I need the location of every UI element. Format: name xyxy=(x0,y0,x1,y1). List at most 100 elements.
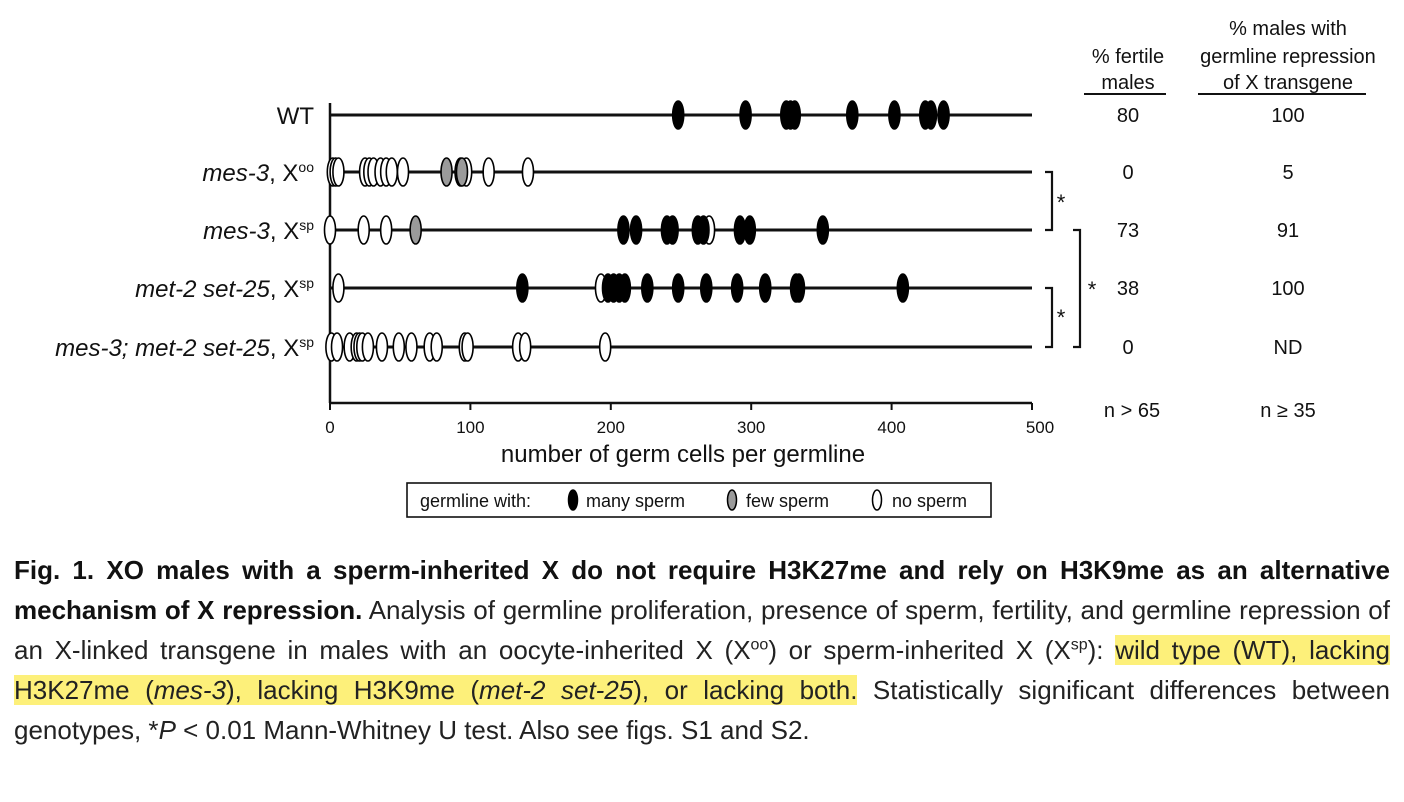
row-label-genotype: mes-3 xyxy=(202,160,269,187)
repression-value: ND xyxy=(1274,337,1303,359)
germline-point-none xyxy=(521,157,535,187)
caption-text-3: ): xyxy=(1087,635,1116,665)
germline-point-many xyxy=(937,100,950,130)
row-label-sup: sp xyxy=(299,275,314,291)
n-repression: n ≥ 35 xyxy=(1260,400,1315,422)
fertile-value: 80 xyxy=(1117,105,1139,127)
germline-point-many xyxy=(629,215,643,245)
col-header-repression: germline repression xyxy=(1200,46,1376,68)
legend-title: germline with: xyxy=(420,491,531,511)
germline-point-none xyxy=(396,157,410,187)
x-tick-label: 0 xyxy=(325,418,334,437)
fertile-value: 0 xyxy=(1122,162,1133,184)
caption-hl-c: ), or lacking both. xyxy=(633,675,858,705)
repression-value: 100 xyxy=(1271,278,1304,300)
repression-value: 91 xyxy=(1277,220,1299,242)
germline-point-many xyxy=(924,100,938,130)
germline-point-many xyxy=(743,215,757,245)
row-label: mes-3, Xoo xyxy=(202,159,314,187)
caption-hl-italic-1: mes-3 xyxy=(153,675,226,705)
germline-point-none xyxy=(375,332,389,362)
x-tick-label: 500 xyxy=(1026,418,1054,437)
germline-point-many xyxy=(792,273,806,303)
legend-marker-many xyxy=(567,489,579,511)
x-tick-label: 100 xyxy=(456,418,484,437)
germline-point-many xyxy=(758,273,772,303)
legend-marker-none xyxy=(871,489,883,511)
x-tick-label: 400 xyxy=(877,418,905,437)
caption-hl-b: ), lacking H3K9me ( xyxy=(226,675,480,705)
col-header-fertile: males xyxy=(1101,72,1154,94)
caption-p-italic: P xyxy=(158,715,176,745)
fertile-value: 38 xyxy=(1117,278,1139,300)
germline-point-none xyxy=(430,332,444,362)
significance-bracket xyxy=(1045,286,1054,349)
significance-star: * xyxy=(1088,277,1097,302)
germline-point-many xyxy=(730,273,744,303)
caption-text-4: Statistically significant differences be… xyxy=(14,675,1390,745)
germline-point-many xyxy=(699,273,713,303)
x-tick-label: 300 xyxy=(737,418,765,437)
germline-point-few xyxy=(440,157,453,187)
germline-point-many xyxy=(641,273,654,303)
repression-value: 100 xyxy=(1271,105,1304,127)
germline-point-many xyxy=(516,273,529,303)
row-label-sup: oo xyxy=(298,159,314,175)
row-label: mes-3; met-2 set-25, Xsp xyxy=(55,334,314,362)
col-header-fertile: % fertile xyxy=(1092,46,1164,68)
legend-label-none: no sperm xyxy=(892,491,967,511)
significance-bracket xyxy=(1073,228,1082,349)
germline-point-many xyxy=(697,215,710,245)
germline-point-many xyxy=(888,100,901,130)
germline-point-none xyxy=(385,157,399,187)
caption-hl-a: wild type (WT), lacking H3K27me ( xyxy=(14,635,1390,705)
significance-star: * xyxy=(1057,190,1066,215)
legend-box xyxy=(406,482,992,518)
n-fertile: n > 65 xyxy=(1104,400,1160,422)
germline-point-many xyxy=(845,100,859,130)
significance-bracket xyxy=(1045,170,1054,232)
significance-brackets: * * * xyxy=(1045,170,1097,349)
germline-point-many xyxy=(671,100,685,130)
caption-text-2: ) or sperm-inherited X (X xyxy=(768,635,1071,665)
germline-point-none xyxy=(323,215,337,245)
caption-text-1: Analysis of germline proliferation, pres… xyxy=(14,595,1390,665)
legend-marker-few xyxy=(726,489,738,511)
figure-caption: Fig. 1. XO males with a sperm-inherited … xyxy=(14,550,1390,750)
col-header-repression: of X transgene xyxy=(1223,72,1353,94)
caption-sup-1: oo xyxy=(750,636,769,654)
germline-point-none xyxy=(357,215,370,245)
row-label-genotype: mes-3 xyxy=(203,218,270,245)
germ-cell-chart: 0 100 200 300 400 500 number of germ cells per… xyxy=(55,18,1376,518)
row-label-genotype: met-2 set-25 xyxy=(135,276,270,303)
germline-point-none xyxy=(518,332,532,362)
row-label-text: , X xyxy=(270,335,299,362)
chart-table: % fertile males % males with germline repre… xyxy=(1084,18,1376,422)
row-label-text: , X xyxy=(270,276,299,303)
chart-axis: 0 100 200 300 400 500 number of germ cells per… xyxy=(325,103,1054,468)
germline-point-many xyxy=(618,273,632,303)
germline-point-few xyxy=(455,157,469,187)
germline-point-many xyxy=(617,215,630,245)
significance-star: * xyxy=(1057,305,1066,330)
row-label: met-2 set-25, Xsp xyxy=(135,275,314,303)
germline-point-many xyxy=(666,215,679,245)
caption-sup-2: sp xyxy=(1070,636,1088,654)
germline-point-none xyxy=(461,332,474,362)
row-label-sup: sp xyxy=(299,217,314,233)
caption-text-5: < 0.01 Mann-Whitney U test. Also see fig… xyxy=(175,715,810,745)
germline-point-many xyxy=(739,100,752,130)
row-label: WT xyxy=(277,103,315,130)
germline-point-none xyxy=(361,332,375,362)
row-label-text: , X xyxy=(270,218,299,245)
row-label-text: WT xyxy=(277,103,315,130)
repression-value: 5 xyxy=(1282,162,1293,184)
fertile-value: 73 xyxy=(1117,220,1139,242)
row-label: mes-3, Xsp xyxy=(203,217,314,245)
legend-label-many: many sperm xyxy=(586,491,685,511)
x-axis-title: number of germ cells per germline xyxy=(501,441,865,468)
germline-point-many xyxy=(788,100,802,130)
x-tick-label: 200 xyxy=(597,418,625,437)
col-header-repression: % males with xyxy=(1229,18,1347,40)
